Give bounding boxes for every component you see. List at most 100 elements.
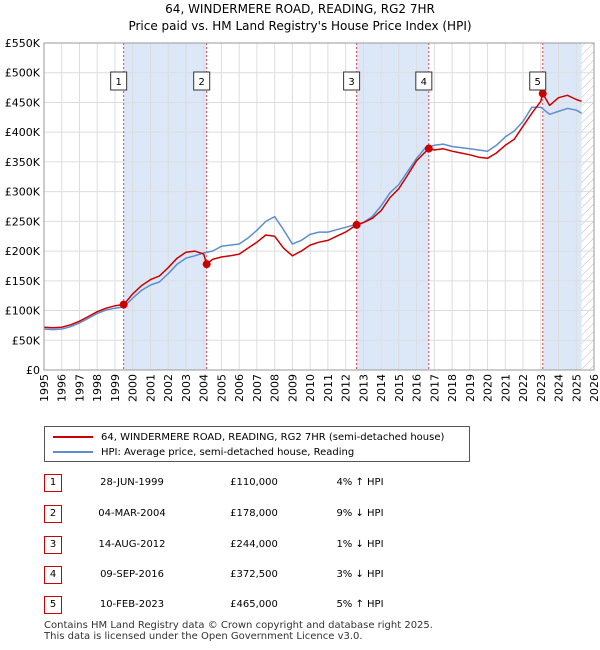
y-tick-label: £400K [5,126,41,139]
y-tick-label: £550K [5,37,41,50]
sale-label-box [529,71,547,91]
transaction-number: 3 [44,536,62,554]
price-paid-line [43,92,582,329]
x-tick-label: 1998 [91,374,104,402]
x-tick-label: 2008 [269,374,282,402]
x-tick-label: 2005 [215,374,228,402]
sale-point [119,300,128,309]
transaction-hpi: 3% ↓ HPI [336,569,384,580]
transaction-date: 04-MAR-2004 [98,508,166,519]
x-tick-label: 2021 [499,374,512,402]
sale-label-box [110,71,128,91]
transaction-price: £244,000 [230,539,278,550]
sale-label-number: 2 [199,77,205,88]
y-tick-label: £50K [12,334,41,347]
footer-licence: This data is licensed under the Open Gov… [44,631,363,642]
sale-point [424,144,433,153]
y-tick-label: £300K [5,186,41,199]
x-tick-label: 2010 [304,374,317,402]
hpi-line [43,106,582,331]
sale-label-number: 5 [535,77,541,88]
transaction-number: 2 [44,505,62,523]
transaction-price: £372,500 [230,569,278,580]
legend-item-price: 64, WINDERMERE ROAD, READING, RG2 7HR (s… [53,430,444,444]
x-tick-label: 2001 [144,374,157,402]
forecast-hatch [581,43,594,370]
x-tick-label: 2011 [322,374,335,402]
x-tick-label: 2020 [482,374,495,402]
x-tick-label: 2018 [446,374,459,402]
x-tick-label: 2023 [535,374,548,402]
x-tick-label: 2026 [588,374,600,402]
x-tick-label: 2003 [180,374,193,402]
sale-marker-lines [123,43,544,370]
chart-title: 64, WINDERMERE ROAD, READING, RG2 7HR [165,2,435,16]
transaction-number: 1 [44,474,62,492]
x-tick-label: 2025 [570,374,583,402]
x-tick-label: 1996 [56,374,69,402]
transaction-hpi: 5% ↑ HPI [336,599,384,610]
transaction-date: 10-FEB-2023 [99,599,165,610]
x-tick-label: 2000 [127,374,140,402]
x-tick-label: 2006 [233,374,246,402]
legend-label-hpi: HPI: Average price, semi-detached house,… [101,446,355,458]
y-tick-label: £350K [5,156,41,169]
sale-labels: 1 2 3 4 5 [43,42,595,371]
y-tick-label: £100K [5,305,41,318]
transaction-number: 5 [44,596,62,614]
legend-label-price: 64, WINDERMERE ROAD, READING, RG2 7HR (s… [101,431,445,443]
x-tick-label: 2002 [162,374,175,402]
transaction-date: 14-AUG-2012 [98,539,166,550]
transaction-price: £110,000 [230,477,278,488]
x-tick-label: 2024 [553,374,566,402]
y-tick-label: £250K [5,215,41,228]
transaction-date: 28-JUN-1999 [100,477,164,488]
shaded-range [356,43,429,370]
x-tick-label: 2004 [198,374,211,402]
footer-copyright: Contains HM Land Registry data © Crown c… [44,620,433,631]
legend-swatch-price [53,436,93,438]
transaction-number: 4 [44,566,62,584]
x-tick-label: 2007 [251,374,264,402]
sale-points [119,89,547,309]
sale-label-box [193,71,211,91]
chart-subtitle: Price paid vs. HM Land Registry's House … [128,19,472,33]
sale-point [202,260,211,269]
y-tick-label: £500K [5,67,41,80]
sale-point [352,220,361,229]
x-tick-label: 2012 [340,374,353,402]
x-tick-label: 2022 [517,374,530,402]
sale-label-box [415,71,433,91]
transaction-price: £178,000 [230,508,278,519]
x-tick-label: 2014 [375,374,388,402]
x-tick-label: 2013 [357,374,370,402]
transaction-hpi: 1% ↓ HPI [336,539,384,550]
legend: 64, WINDERMERE ROAD, READING, RG2 7HR (s… [44,426,470,462]
x-tick-label: 2009 [286,374,299,402]
x-tick-label: 1995 [38,374,51,402]
x-axis-ticks: 1995 1996 1997 1998 1999 2000 2001 2002 2003 2004… [38,374,600,402]
x-tick-label: 2015 [393,374,406,402]
legend-item-hpi: HPI: Average price, semi-detached house,… [53,445,354,459]
legend-swatch-hpi [53,451,93,453]
transaction-price: £465,000 [230,599,278,610]
y-tick-label: £0 [26,364,40,377]
sale-label-number: 3 [348,77,354,88]
shaded-range [542,43,582,370]
price-chart: £0 £50K £100K £150K £200K £250K £300K £350K £400… [5,37,600,402]
y-tick-label: £150K [5,275,41,288]
x-tick-label: 2016 [411,374,424,402]
sale-label-number: 1 [115,77,121,88]
plot-border [43,42,595,371]
x-tick-label: 2019 [464,374,477,402]
x-tick-label: 1999 [109,374,122,402]
transaction-hpi: 4% ↑ HPI [336,477,384,488]
footer: Contains HM Land Registry data © Crown c… [44,620,433,642]
x-tick-label: 1997 [73,374,86,402]
y-axis-ticks: £0 £50K £100K £150K £200K £250K £300K £350K £400… [5,37,41,377]
transaction-date: 09-SEP-2016 [100,569,164,580]
transaction-hpi: 9% ↓ HPI [336,508,384,519]
sale-point [538,89,547,98]
x-tick-label: 2017 [428,374,441,402]
shaded-range [123,43,207,370]
